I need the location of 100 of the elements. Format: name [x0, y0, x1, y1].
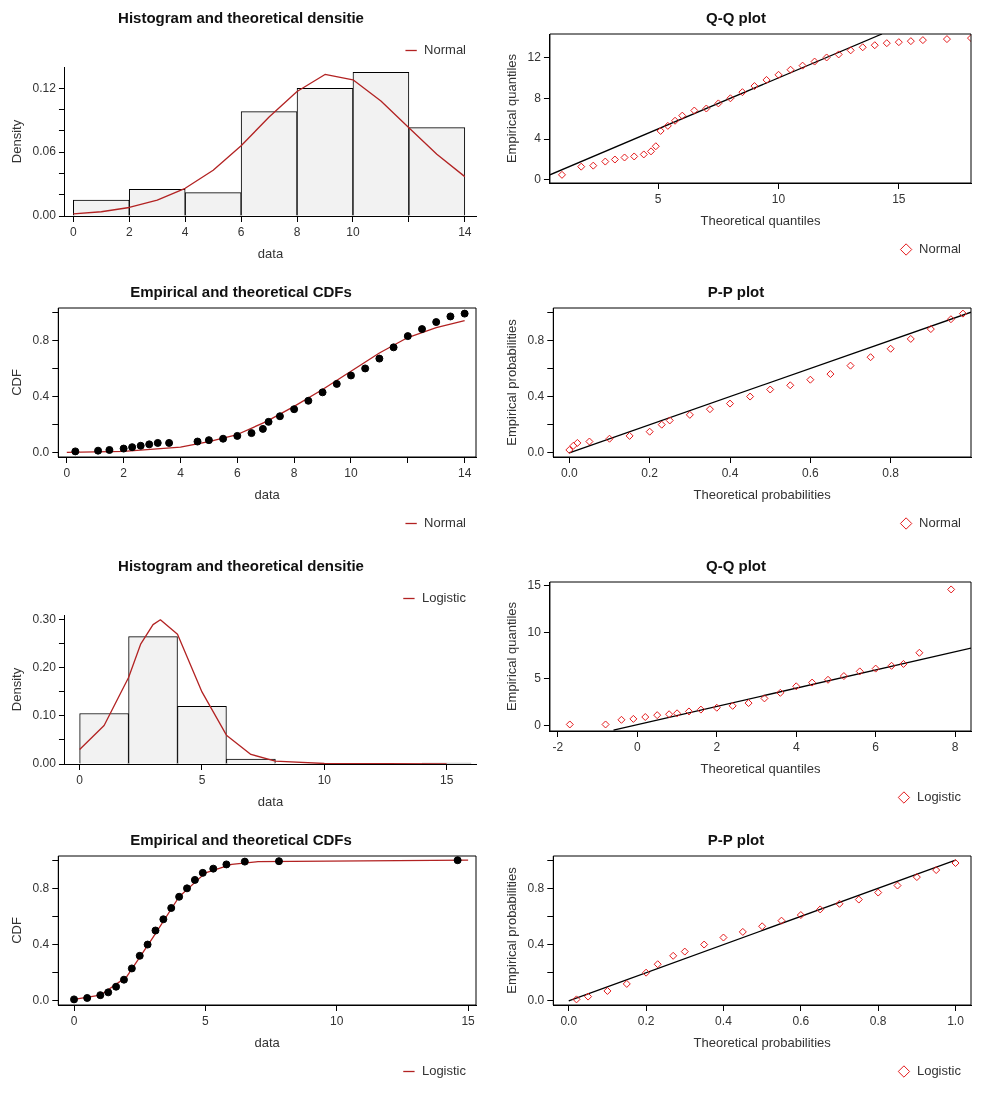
x-tick-label: 4	[181, 224, 189, 239]
y-tick-label: 0.12	[32, 80, 57, 95]
y-tick-label: 0.06	[32, 144, 57, 159]
x-tick-label: 0.8	[882, 465, 900, 480]
x-tick-label: 2	[713, 739, 721, 754]
y-tick-label: 0.4	[527, 936, 545, 951]
x-tick-label: 1.0	[947, 1013, 965, 1028]
x-tick-label: 10	[344, 465, 358, 480]
y-tick-label: 15	[527, 578, 542, 593]
x-tick-label: 2	[125, 224, 133, 239]
x-axis-title: Theoretical probabilities	[693, 486, 832, 502]
y-tick-label: 10	[527, 624, 542, 639]
legend-label: Logistic	[916, 1063, 962, 1079]
y-tick-label: 0	[534, 172, 542, 187]
x-tick-label: 0.2	[641, 465, 659, 480]
y-tick-label: 0.00	[32, 208, 57, 223]
x-tick-label: 14	[457, 465, 472, 480]
y-tick-label: 0.0	[32, 993, 50, 1008]
chart-title: Empirical and theoretical CDFs	[130, 283, 352, 301]
y-axis-title: Empirical probabilities	[504, 866, 520, 994]
x-tick-label: 0.6	[792, 1013, 810, 1028]
y-axis-title: Density	[9, 119, 25, 164]
y-tick-label: 12	[527, 49, 542, 64]
legend-label: Normal	[424, 42, 467, 58]
y-axis-title: Empirical quantiles	[504, 601, 520, 712]
y-tick-label: 0.20	[32, 660, 57, 675]
x-tick-label: 6	[872, 739, 880, 754]
chart-title: P-P plot	[707, 283, 765, 301]
y-tick-label: 0.30	[32, 612, 57, 627]
x-tick-label: 0	[63, 465, 71, 480]
x-tick-label: 0	[633, 739, 641, 754]
x-tick-label: 14	[458, 224, 472, 239]
legend-label: Normal	[424, 515, 467, 531]
x-tick-label: 0	[70, 224, 77, 239]
x-tick-label: 8	[293, 224, 301, 239]
y-tick-label: 0.4	[32, 388, 50, 403]
legend-label: Normal	[919, 241, 962, 257]
x-tick-label: 5	[202, 1013, 210, 1028]
x-tick-label: 0.0	[560, 1013, 578, 1028]
x-tick-label: 15	[439, 772, 454, 787]
y-tick-label: 0.10	[32, 708, 57, 723]
y-tick-label: 0	[534, 717, 542, 732]
y-tick-label: 0.0	[527, 445, 545, 460]
x-axis-title: Theoretical probabilities	[693, 1034, 832, 1050]
x-tick-label: 0.2	[637, 1013, 655, 1028]
x-tick-label: 0	[70, 1013, 78, 1028]
y-axis-title: Empirical probabilities	[504, 318, 520, 446]
x-tick-label: 0.6	[802, 465, 819, 480]
y-tick-label: 0.0	[32, 445, 50, 460]
y-tick-label: 0.8	[32, 332, 50, 347]
y-tick-label: 0.8	[527, 880, 545, 895]
x-tick-label: 15	[892, 191, 906, 206]
legend-label: Normal	[919, 515, 962, 531]
x-tick-label: 0	[76, 772, 84, 787]
y-axis-title: Density	[9, 667, 25, 712]
x-tick-label: 10	[330, 1013, 344, 1028]
legend-label: Logistic	[421, 1063, 467, 1079]
x-tick-label: 0.0	[561, 465, 579, 480]
x-tick-label: 10	[317, 772, 332, 787]
y-tick-label: 8	[534, 90, 542, 105]
x-tick-label: 2	[120, 465, 128, 480]
y-axis-title: Empirical quantiles	[504, 53, 520, 164]
chart-title: Histogram and theoretical densitie	[118, 9, 364, 27]
chart-title: Empirical and theoretical CDFs	[130, 831, 352, 849]
y-tick-label: 0.8	[32, 880, 50, 895]
x-tick-label: 8	[290, 465, 298, 480]
chart-title: P-P plot	[707, 831, 765, 849]
x-tick-label: 6	[237, 224, 245, 239]
y-tick-label: 0.4	[527, 388, 545, 403]
x-tick-label: 0.4	[721, 465, 739, 480]
x-tick-label: 5	[654, 191, 662, 206]
y-tick-label: 0.4	[32, 936, 50, 951]
x-tick-label: 10	[346, 224, 360, 239]
x-axis-title: data	[254, 486, 281, 502]
x-tick-label: 0.8	[869, 1013, 887, 1028]
y-axis-title: CDF	[9, 369, 25, 396]
x-axis-title: Theoretical quantiles	[700, 760, 821, 776]
chart-title: Q-Q plot	[706, 557, 766, 575]
legend-label: Logistic	[421, 590, 467, 606]
x-tick-label: 4	[177, 465, 185, 480]
x-axis-title: data	[254, 1034, 281, 1050]
x-tick-label: 6	[233, 465, 241, 480]
x-tick-label: 8	[951, 739, 959, 754]
x-tick-label: 4	[792, 739, 800, 754]
chart-title: Q-Q plot	[706, 9, 766, 27]
x-axis-title: Theoretical quantiles	[700, 212, 821, 228]
y-tick-label: 0.0	[527, 993, 545, 1008]
x-tick-label: 0.4	[715, 1013, 733, 1028]
x-tick-label: 10	[771, 191, 786, 206]
x-axis-title: data	[257, 793, 284, 809]
x-tick-label: -2	[552, 739, 564, 754]
x-axis-title: data	[257, 245, 284, 261]
y-tick-label: 0.00	[32, 756, 57, 771]
x-tick-label: 5	[198, 772, 206, 787]
legend-label: Logistic	[916, 789, 962, 805]
x-tick-label: 15	[461, 1013, 476, 1028]
y-tick-label: 5	[534, 671, 542, 686]
y-axis-title: CDF	[9, 917, 25, 944]
y-tick-label: 0.8	[527, 332, 545, 347]
chart-title: Histogram and theoretical densitie	[118, 557, 364, 575]
